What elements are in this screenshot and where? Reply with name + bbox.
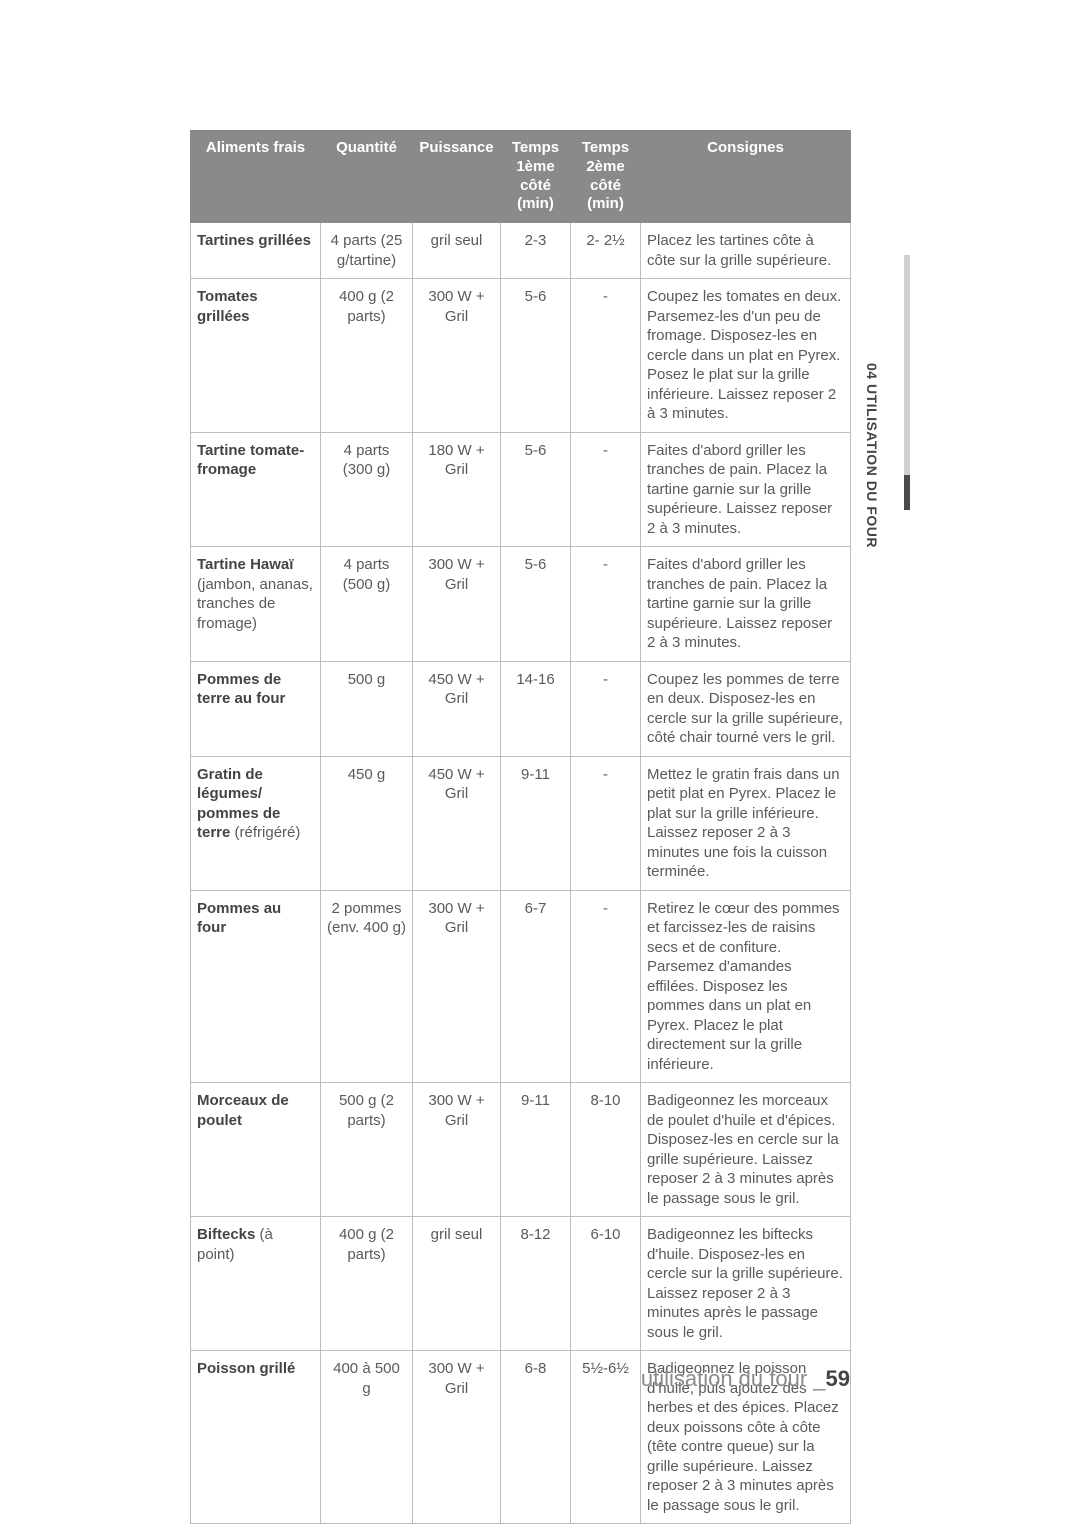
- cell-time2: -: [571, 279, 641, 433]
- cell-instructions: Retirez le cœur des pommes et farcissez-…: [641, 890, 851, 1083]
- cell-quantity: 4 parts (500 g): [321, 547, 413, 662]
- cell-time2: -: [571, 661, 641, 756]
- cell-food: Biftecks (à point): [191, 1217, 321, 1351]
- cell-quantity: 500 g (2 parts): [321, 1083, 413, 1217]
- table-row: Biftecks (à point)400 g (2 parts)gril se…: [191, 1217, 851, 1351]
- page-footer: utilisation du four _59: [190, 1366, 850, 1392]
- cell-instructions: Mettez le gratin frais dans un petit pla…: [641, 756, 851, 890]
- cell-time1: 6-7: [501, 890, 571, 1083]
- table-row: Tomates grillées400 g (2 parts)300 W + G…: [191, 279, 851, 433]
- col-food: Aliments frais: [191, 131, 321, 223]
- cell-quantity: 4 parts (300 g): [321, 432, 413, 547]
- cell-time2: -: [571, 890, 641, 1083]
- cell-quantity: 400 g (2 parts): [321, 1217, 413, 1351]
- cell-instructions: Placez les tartines côte à côte sur la g…: [641, 223, 851, 279]
- section-tab: 04 UTILISATION DU FOUR: [884, 255, 910, 510]
- cell-time1: 14-16: [501, 661, 571, 756]
- col-time1: Temps1ème côté (min): [501, 131, 571, 223]
- cell-food: Gratin de légumes/ pommes de terre (réfr…: [191, 756, 321, 890]
- cell-food: Pommes au four: [191, 890, 321, 1083]
- table-row: Tartine tomate-fromage4 parts (300 g)180…: [191, 432, 851, 547]
- col-power: Puissance: [413, 131, 501, 223]
- cell-time2: -: [571, 547, 641, 662]
- cell-time1: 2-3: [501, 223, 571, 279]
- cell-food: Tomates grillées: [191, 279, 321, 433]
- col-instructions: Consignes: [641, 131, 851, 223]
- cell-power: 180 W + Gril: [413, 432, 501, 547]
- cell-power: 300 W + Gril: [413, 890, 501, 1083]
- cell-time1: 5-6: [501, 547, 571, 662]
- cell-time2: 8-10: [571, 1083, 641, 1217]
- cell-instructions: Faites d'abord griller les tranches de p…: [641, 547, 851, 662]
- cell-power: 450 W + Gril: [413, 756, 501, 890]
- page-number: 59: [826, 1366, 850, 1391]
- cell-time2: 2- 2½: [571, 223, 641, 279]
- cell-power: gril seul: [413, 1217, 501, 1351]
- col-time2: Temps2ème côté (min): [571, 131, 641, 223]
- cell-food: Pommes de terre au four: [191, 661, 321, 756]
- table-row: Pommes au four2 pommes (env. 400 g)300 W…: [191, 890, 851, 1083]
- table-row: Morceaux de poulet500 g (2 parts)300 W +…: [191, 1083, 851, 1217]
- cell-quantity: 4 parts (25 g/tartine): [321, 223, 413, 279]
- cell-time1: 8-12: [501, 1217, 571, 1351]
- cooking-guide-table: Aliments frais Quantité Puissance Temps1…: [190, 130, 851, 1524]
- cell-time1: 9-11: [501, 1083, 571, 1217]
- table-row: Pommes de terre au four500 g450 W + Gril…: [191, 661, 851, 756]
- table-row: Gratin de légumes/ pommes de terre (réfr…: [191, 756, 851, 890]
- cell-time1: 5-6: [501, 279, 571, 433]
- cell-food: Tartine tomate-fromage: [191, 432, 321, 547]
- table-row: Tartine Hawaï (jambon, ananas, tranches …: [191, 547, 851, 662]
- cell-quantity: 400 g (2 parts): [321, 279, 413, 433]
- cell-quantity: 2 pommes (env. 400 g): [321, 890, 413, 1083]
- col-qty: Quantité: [321, 131, 413, 223]
- table-row: Tartines grillées4 parts (25 g/tartine)g…: [191, 223, 851, 279]
- cell-instructions: Coupez les pommes de terre en deux. Disp…: [641, 661, 851, 756]
- cell-time2: -: [571, 756, 641, 890]
- cell-time1: 5-6: [501, 432, 571, 547]
- cell-power: 300 W + Gril: [413, 1083, 501, 1217]
- cell-time2: -: [571, 432, 641, 547]
- cell-quantity: 450 g: [321, 756, 413, 890]
- cell-power: 300 W + Gril: [413, 547, 501, 662]
- cell-instructions: Faites d'abord griller les tranches de p…: [641, 432, 851, 547]
- cell-instructions: Coupez les tomates en deux. Parsemez-les…: [641, 279, 851, 433]
- cell-time2: 6-10: [571, 1217, 641, 1351]
- section-tab-label: 04 UTILISATION DU FOUR: [864, 363, 880, 548]
- cell-power: gril seul: [413, 223, 501, 279]
- cell-quantity: 500 g: [321, 661, 413, 756]
- cell-instructions: Badigeonnez les biftecks d'huile. Dispos…: [641, 1217, 851, 1351]
- cell-power: 300 W + Gril: [413, 279, 501, 433]
- cell-food: Tartines grillées: [191, 223, 321, 279]
- cell-time1: 9-11: [501, 756, 571, 890]
- footer-text: utilisation du four _: [641, 1366, 826, 1391]
- cell-instructions: Badigeonnez les morceaux de poulet d'hui…: [641, 1083, 851, 1217]
- cell-power: 450 W + Gril: [413, 661, 501, 756]
- cell-food: Tartine Hawaï (jambon, ananas, tranches …: [191, 547, 321, 662]
- cell-food: Morceaux de poulet: [191, 1083, 321, 1217]
